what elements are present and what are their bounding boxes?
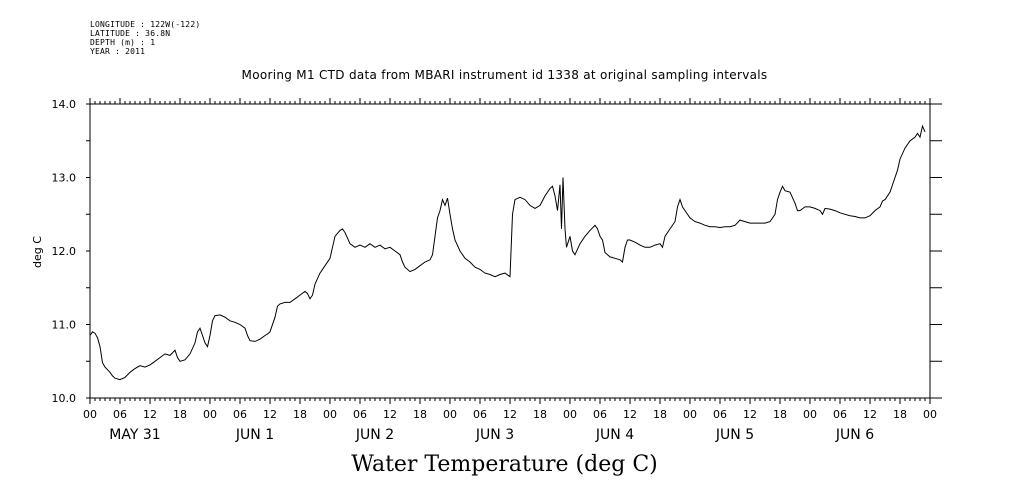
x-tick-label: 00 — [83, 408, 97, 421]
y-tick-label: 14.0 — [52, 98, 77, 111]
x-tick-label: 18 — [173, 408, 187, 421]
x-tick-label: 06 — [833, 408, 847, 421]
temperature-line — [89, 124, 926, 381]
x-tick-label: 12 — [863, 408, 877, 421]
x-tick-label: 06 — [233, 408, 247, 421]
y-tick-label: 12.0 — [52, 245, 77, 258]
year-label: YEAR : 2011 — [90, 47, 146, 56]
x-tick-label: 00 — [563, 408, 577, 421]
x-tick-label: 06 — [353, 408, 367, 421]
x-tick-label: 06 — [713, 408, 727, 421]
latitude-label: LATITUDE : 36.8N — [90, 29, 171, 38]
x-tick-label: 12 — [383, 408, 397, 421]
x-tick-label: 06 — [113, 408, 127, 421]
y-tick-label: 13.0 — [52, 172, 77, 185]
x-tick-label: 18 — [893, 408, 907, 421]
x-tick-label: 12 — [743, 408, 757, 421]
chart-title: Mooring M1 CTD data from MBARI instrumen… — [241, 68, 768, 82]
longitude-label: LONGITUDE : 122W(-122) — [90, 20, 201, 29]
depth-label: DEPTH (m) : 1 — [90, 38, 156, 47]
x-tick-label: 18 — [293, 408, 307, 421]
x-tick-label: 00 — [323, 408, 337, 421]
x-day-label: JUN 6 — [835, 427, 874, 443]
x-day-label: JUN 4 — [595, 427, 634, 443]
x-tick-label: 12 — [263, 408, 277, 421]
x-tick-label: 12 — [503, 408, 517, 421]
x-tick-label: 12 — [623, 408, 637, 421]
bottom-title: Water Temperature (deg C) — [351, 452, 658, 477]
x-day-label: JUN 5 — [715, 427, 754, 443]
x-tick-label: 00 — [203, 408, 217, 421]
x-tick-label: 06 — [473, 408, 487, 421]
x-tick-label: 18 — [533, 408, 547, 421]
metadata-block: LONGITUDE : 122W(-122) LATITUDE : 36.8N … — [90, 20, 200, 56]
x-day-label: JUN 2 — [355, 427, 394, 443]
plot-frame — [89, 103, 931, 399]
y-axis-label: deg C — [31, 236, 44, 268]
x-tick-label: 18 — [413, 408, 427, 421]
x-tick-label: 18 — [773, 408, 787, 421]
x-tick-label: 00 — [683, 408, 697, 421]
x-tick-label: 18 — [653, 408, 667, 421]
x-day-label: JUN 1 — [235, 427, 274, 443]
x-tick-label: 12 — [143, 408, 157, 421]
x-tick-label: 06 — [593, 408, 607, 421]
x-day-label: JUN 3 — [475, 427, 514, 443]
axis-labels: 00 06 12 18 00 06 12 18 00 06 12 18 00 06 12 18 00 06 12 18… — [52, 98, 938, 443]
x-tick-label: 00 — [443, 408, 457, 421]
axis-ticks — [86, 98, 942, 404]
y-tick-label: 10.0 — [52, 392, 77, 405]
x-tick-label: 00 — [803, 408, 817, 421]
x-day-label: MAY 31 — [109, 427, 160, 443]
x-tick-label: 00 — [923, 408, 937, 421]
y-tick-label: 11.0 — [52, 319, 77, 332]
